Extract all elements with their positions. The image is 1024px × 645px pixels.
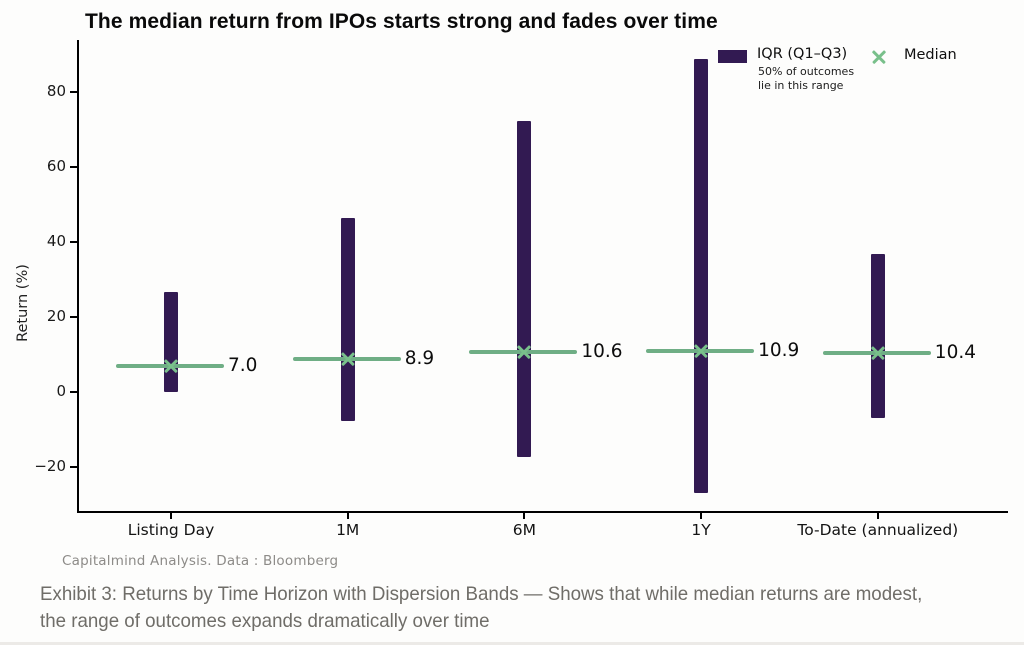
median-x-marker xyxy=(339,350,357,368)
median-value-label: 8.9 xyxy=(404,347,435,369)
y-tick-label: 60 xyxy=(46,157,66,176)
y-tick-mark xyxy=(70,241,77,244)
iqr-range-bar xyxy=(164,292,178,393)
y-tick-label: 40 xyxy=(46,232,66,251)
y-axis-spine xyxy=(77,40,79,513)
x-category-label: 1Y xyxy=(691,521,711,539)
exhibit-caption: Exhibit 3: Returns by Time Horizon with … xyxy=(40,583,923,632)
y-tick-mark xyxy=(70,466,77,469)
x-tick-mark xyxy=(170,513,172,519)
y-tick-label: 0 xyxy=(56,382,66,401)
median-x-marker xyxy=(162,357,180,375)
legend-iqr-label: IQR (Q1–Q3) xyxy=(757,46,848,62)
x-tick-mark xyxy=(700,513,703,519)
median-value-label: 7.0 xyxy=(228,354,258,376)
y-tick-label: 20 xyxy=(46,307,66,326)
iqr-range-bar xyxy=(694,59,709,493)
y-axis-label: Return (%) xyxy=(15,264,31,342)
source-note: Capitalmind Analysis. Data : Bloomberg xyxy=(62,553,339,569)
x-category-label: To-Date (annualized) xyxy=(797,521,959,539)
x-tick-mark xyxy=(523,513,526,519)
iqr-range-bar xyxy=(340,218,355,421)
iqr-range-bar xyxy=(870,253,885,419)
legend-median-label: Median xyxy=(904,47,957,63)
x-tick-mark xyxy=(346,513,349,519)
legend: IQR (Q1–Q3) 50% of outcomes lie in this … xyxy=(718,44,1018,104)
y-tick-label: 80 xyxy=(46,82,66,101)
median-x-marker xyxy=(692,342,710,360)
y-tick-mark xyxy=(70,166,77,169)
x-category-label: 1M xyxy=(336,521,360,539)
legend-median-marker-icon xyxy=(870,48,888,66)
bottom-edge-divider xyxy=(0,642,1024,645)
iqr-range-bar xyxy=(517,121,532,457)
median-value-label: 10.6 xyxy=(581,341,623,363)
y-tick-label: −20 xyxy=(34,457,66,476)
x-category-label: 6M xyxy=(512,521,537,539)
median-value-label: 10.4 xyxy=(934,342,976,364)
legend-iqr-swatch xyxy=(718,50,747,63)
x-axis-spine xyxy=(77,511,1008,513)
legend-iqr-sublabel: 50% of outcomes lie in this range xyxy=(758,65,855,92)
chart-title: The median return from IPOs starts stron… xyxy=(85,10,718,33)
median-x-marker xyxy=(515,343,533,361)
y-tick-mark xyxy=(70,91,77,94)
y-tick-mark xyxy=(70,316,77,319)
x-tick-mark xyxy=(876,513,879,519)
y-tick-mark xyxy=(70,391,77,394)
x-category-label: Listing Day xyxy=(127,521,215,539)
median-value-label: 10.9 xyxy=(758,340,800,362)
median-x-marker xyxy=(869,344,887,362)
